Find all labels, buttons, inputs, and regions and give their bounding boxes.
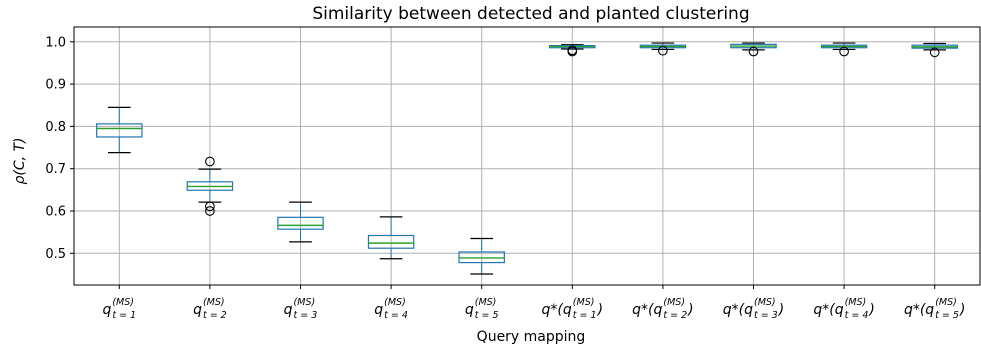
- outlier-point: [658, 45, 668, 56]
- boxes: [96, 42, 958, 275]
- x-tick-label-main: q*(q: [542, 302, 572, 318]
- y-tick-label: 1.0: [45, 35, 66, 50]
- box-plot-1: [96, 106, 143, 154]
- outlier-point: [929, 47, 940, 58]
- x-tick-label-subscript: t = 3: [754, 310, 778, 321]
- plot-frame: [73, 26, 981, 286]
- x-tick-label-main: q*(q: [632, 302, 662, 318]
- box-plot-2: [186, 156, 234, 216]
- box-plot-8: [730, 42, 777, 57]
- x-tick-label-main: q*(q: [813, 302, 843, 318]
- x-tick-label-superscript: (MS): [384, 297, 406, 308]
- x-tick-label-superscript: (MS): [112, 297, 134, 308]
- box: [96, 123, 143, 138]
- box-plot-10: [911, 42, 958, 58]
- outlier-point: [567, 46, 578, 57]
- x-tick-label-close: ): [959, 302, 965, 318]
- x-tick-label: q (MS) t = 4: [374, 297, 408, 321]
- x-tick-label-superscript: (MS): [663, 297, 685, 308]
- x-tick-label-subscript: t = 5: [475, 310, 499, 321]
- box: [277, 216, 324, 230]
- x-tick-label-main: q*(q: [904, 302, 934, 318]
- box-plot-4: [367, 216, 415, 260]
- x-axis-label: Query mapping: [477, 329, 586, 345]
- x-tick-label-subscript: t = 5: [935, 310, 959, 321]
- x-tick-label-subscript: t = 4: [384, 310, 408, 321]
- box-plot-9: [820, 42, 868, 57]
- x-tick-label-main: q: [284, 302, 293, 318]
- x-tick-label: q*(q (MS) t = 5): [904, 297, 966, 321]
- y-axis-label: ρ(C, T): [12, 137, 28, 184]
- box-plot-6: [549, 44, 596, 57]
- x-tick-label-subscript: t = 2: [203, 310, 227, 321]
- chart-title: Similarity between detected and planted …: [312, 4, 749, 24]
- outlier-point: [748, 46, 759, 57]
- x-tick-label-subscript: t = 3: [294, 310, 318, 321]
- x-tick-label-superscript: (MS): [754, 297, 776, 308]
- x-tick-label-superscript: (MS): [294, 297, 316, 308]
- x-tick-label-subscript: t = 1: [112, 310, 136, 321]
- x-tick-label-main: q: [193, 302, 202, 318]
- x-tick-label-superscript: (MS): [845, 297, 867, 308]
- x-axis-ticks: q (MS)t = 1 q (MS)t = 2 q (MS)t = 3 q (MS)t = 4…: [102, 285, 965, 321]
- x-tick-label-subscript: t = 1: [573, 310, 597, 321]
- x-tick-label: q (MS) t = 5: [465, 297, 499, 321]
- x-tick-label-superscript: (MS): [203, 297, 225, 308]
- x-tick-label-close: ): [687, 302, 693, 318]
- x-tick-label-main: q: [102, 302, 111, 318]
- x-tick-label: q (MS) t = 3: [284, 297, 318, 321]
- x-tick-label-superscript: (MS): [475, 297, 497, 308]
- outlier-point: [205, 156, 215, 167]
- x-tick-label: q (MS) t = 2: [193, 297, 227, 321]
- y-tick-label: 0.5: [45, 247, 66, 262]
- x-tick-label: q*(q (MS) t = 1): [542, 297, 604, 321]
- y-tick-label: 0.9: [45, 78, 66, 93]
- x-tick-label-superscript: (MS): [935, 297, 957, 308]
- x-tick-label: q*(q (MS) t = 4): [813, 297, 875, 321]
- grid: [74, 27, 980, 285]
- x-tick-label-main: q: [465, 302, 474, 318]
- x-tick-label-superscript: (MS): [573, 297, 595, 308]
- y-tick-label: 0.7: [45, 162, 66, 177]
- box: [367, 234, 415, 249]
- x-tick-label-subscript: t = 2: [663, 310, 687, 321]
- x-tick-label-close: ): [778, 302, 784, 318]
- y-tick-label: 0.6: [45, 204, 66, 219]
- outlier-point: [839, 46, 849, 57]
- outlier-point: [205, 206, 215, 216]
- x-tick-label-close: ): [597, 302, 603, 318]
- x-tick-label: q (MS) t = 1: [102, 297, 136, 321]
- x-tick-label: q*(q (MS) t = 2): [632, 297, 694, 321]
- x-tick-label-close: ): [868, 302, 874, 318]
- outlier-point: [205, 201, 215, 212]
- box-plot-5: [458, 237, 505, 275]
- x-tick-label-main: q*(q: [723, 302, 753, 318]
- x-tick-label: q*(q (MS) t = 3): [723, 297, 785, 321]
- x-tick-label-main: q: [374, 302, 383, 318]
- x-tick-label-subscript: t = 4: [845, 310, 869, 321]
- y-axis-ticks: 0.5 0.6 0.7 0.8 0.9 1.0: [45, 35, 74, 262]
- box-plot-7: [639, 42, 687, 56]
- y-tick-label: 0.8: [45, 120, 66, 135]
- box-plot-3: [277, 201, 324, 243]
